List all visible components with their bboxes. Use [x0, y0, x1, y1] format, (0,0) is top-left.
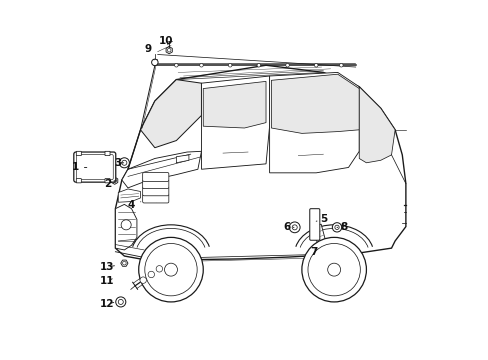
Polygon shape: [111, 177, 118, 184]
FancyBboxPatch shape: [105, 151, 110, 156]
FancyBboxPatch shape: [142, 180, 168, 189]
Circle shape: [332, 223, 341, 232]
Polygon shape: [118, 189, 140, 202]
Circle shape: [334, 225, 339, 229]
Circle shape: [113, 179, 116, 183]
Circle shape: [257, 63, 260, 67]
Polygon shape: [201, 76, 269, 169]
Circle shape: [139, 237, 203, 302]
Polygon shape: [271, 74, 359, 134]
Polygon shape: [121, 260, 128, 266]
Circle shape: [118, 300, 123, 305]
Text: 2: 2: [103, 179, 115, 189]
Circle shape: [144, 243, 197, 296]
Text: 3: 3: [114, 158, 123, 168]
Polygon shape: [115, 65, 405, 260]
Circle shape: [122, 261, 126, 265]
Text: 11: 11: [100, 276, 115, 286]
Text: 4: 4: [127, 200, 141, 210]
FancyBboxPatch shape: [76, 179, 81, 183]
Polygon shape: [115, 204, 137, 250]
Circle shape: [199, 63, 203, 67]
Text: 10: 10: [159, 36, 173, 46]
FancyBboxPatch shape: [142, 172, 168, 181]
Polygon shape: [312, 224, 327, 253]
Polygon shape: [269, 72, 359, 173]
Circle shape: [140, 277, 146, 283]
FancyBboxPatch shape: [105, 179, 110, 183]
Circle shape: [292, 225, 297, 230]
FancyBboxPatch shape: [309, 209, 319, 240]
Polygon shape: [203, 81, 265, 128]
Polygon shape: [166, 46, 172, 54]
Text: 1: 1: [71, 162, 87, 172]
Circle shape: [314, 63, 317, 67]
Text: 12: 12: [100, 299, 115, 309]
Circle shape: [301, 237, 366, 302]
Text: 7: 7: [309, 247, 317, 257]
Circle shape: [156, 266, 162, 272]
FancyBboxPatch shape: [76, 151, 81, 156]
FancyBboxPatch shape: [142, 187, 168, 196]
Circle shape: [174, 63, 178, 67]
Text: 8: 8: [336, 222, 347, 232]
Polygon shape: [359, 87, 394, 163]
FancyBboxPatch shape: [74, 152, 116, 182]
Text: 9: 9: [144, 44, 154, 60]
Circle shape: [119, 158, 129, 168]
Circle shape: [307, 243, 360, 296]
FancyBboxPatch shape: [142, 194, 168, 203]
Circle shape: [122, 160, 126, 165]
Circle shape: [148, 271, 154, 278]
Circle shape: [289, 222, 300, 233]
Text: 5: 5: [316, 215, 326, 224]
Circle shape: [339, 63, 343, 67]
Circle shape: [121, 220, 131, 230]
Polygon shape: [122, 151, 201, 188]
Text: 6: 6: [283, 222, 293, 232]
Text: 13: 13: [100, 262, 115, 272]
Polygon shape: [176, 155, 188, 163]
Circle shape: [327, 263, 340, 276]
Circle shape: [285, 63, 289, 67]
Circle shape: [151, 59, 158, 66]
Polygon shape: [140, 80, 201, 148]
Circle shape: [116, 297, 125, 307]
Circle shape: [228, 63, 231, 67]
Circle shape: [164, 263, 177, 276]
Circle shape: [167, 48, 171, 52]
